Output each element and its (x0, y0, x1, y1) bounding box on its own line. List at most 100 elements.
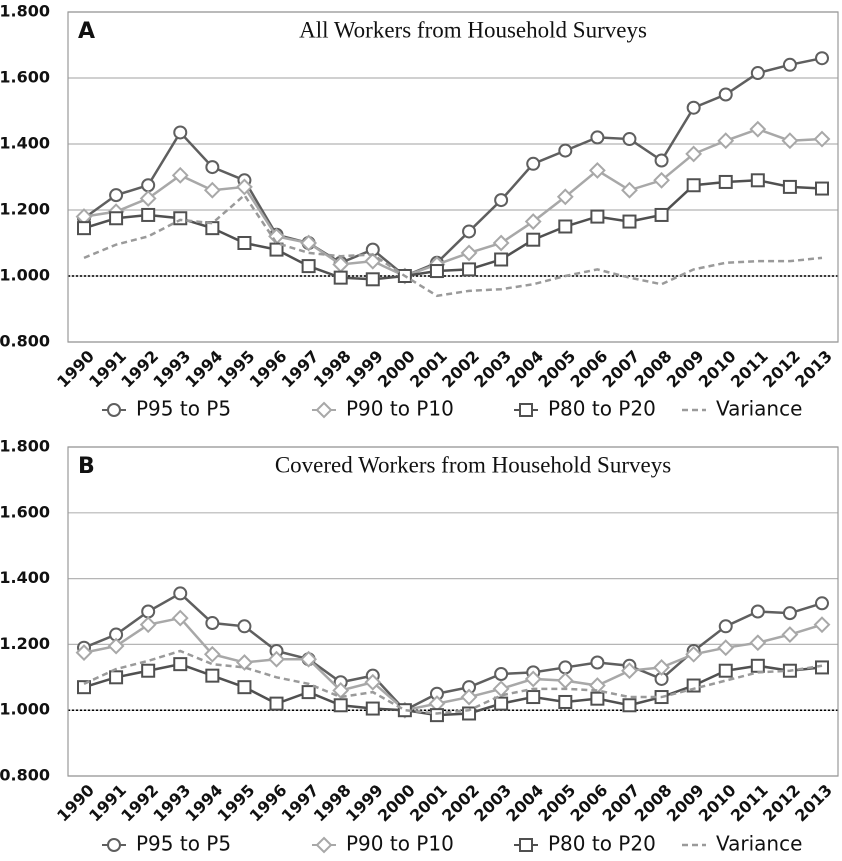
point (139, 616, 157, 634)
point (237, 680, 252, 695)
y-tick-label: 0.800 (0, 332, 50, 351)
point (813, 616, 831, 634)
point (686, 178, 701, 193)
panel-label: B (78, 454, 95, 479)
point (492, 680, 510, 698)
point (750, 604, 765, 619)
point (588, 161, 606, 179)
point (494, 252, 509, 267)
chart-title: All Workers from Household Surveys (299, 17, 647, 42)
series-line (83, 193, 823, 298)
y-tick-label: 1.200 (0, 200, 50, 219)
y-tick-label: 1.400 (0, 134, 50, 153)
point (75, 644, 93, 662)
point (429, 708, 444, 723)
point (269, 242, 284, 257)
point (173, 211, 188, 226)
point (749, 634, 767, 652)
point (203, 181, 221, 199)
point (77, 221, 91, 236)
point (460, 688, 478, 706)
point (429, 264, 444, 279)
point (653, 171, 670, 189)
y-tick-label: 0.800 (0, 766, 50, 785)
point (236, 178, 253, 196)
point (173, 125, 188, 140)
point (622, 214, 637, 229)
point (590, 691, 605, 706)
point (141, 604, 156, 619)
series-line (83, 127, 823, 278)
point (815, 596, 829, 611)
point (750, 658, 765, 673)
legend-label: P95 to P5 (136, 832, 231, 856)
point (205, 221, 220, 236)
point (237, 236, 252, 250)
point (462, 224, 477, 239)
legend-label: P95 to P5 (136, 397, 231, 421)
point (813, 130, 831, 148)
y-tick-label: 1.400 (0, 568, 50, 587)
legend-marker (519, 403, 533, 417)
point (364, 252, 382, 270)
point (556, 188, 574, 206)
point (77, 680, 91, 695)
point (526, 690, 541, 705)
legend-marker (519, 838, 533, 852)
point (654, 207, 669, 222)
y-tick-label: 1.600 (0, 502, 50, 521)
point (332, 682, 350, 699)
point (590, 209, 605, 224)
panel-label: A (78, 19, 95, 44)
point (781, 626, 799, 643)
legend-label: P80 to P20 (548, 397, 656, 421)
point (460, 244, 478, 262)
point (173, 586, 188, 601)
point (815, 51, 829, 66)
point (205, 616, 220, 631)
point (141, 178, 156, 193)
point (590, 130, 605, 145)
point (556, 672, 574, 690)
point (365, 272, 380, 287)
point (494, 193, 509, 208)
y-tick-label: 1.000 (0, 266, 50, 285)
legend-marker (315, 836, 333, 854)
legend-marker (107, 838, 121, 852)
point (171, 166, 189, 184)
point (621, 662, 638, 680)
point (718, 663, 733, 678)
point (365, 701, 380, 716)
series-line (83, 616, 823, 712)
point (492, 234, 510, 252)
series-line (83, 179, 823, 281)
point (621, 181, 638, 199)
point (718, 619, 733, 634)
point (269, 696, 284, 711)
y-tick-label: 1.000 (0, 700, 50, 719)
point (237, 619, 252, 634)
point (301, 259, 316, 274)
plot-frame (67, 446, 839, 777)
point (109, 670, 124, 685)
point (622, 132, 637, 147)
point (205, 160, 220, 175)
y-tick-label: 1.800 (0, 2, 50, 21)
point (750, 173, 765, 188)
legend-label: P90 to P10 (346, 832, 454, 856)
point (622, 698, 637, 713)
point (558, 143, 573, 158)
point (718, 87, 733, 102)
point (685, 145, 703, 163)
point (300, 234, 318, 252)
point (524, 213, 542, 230)
legend-label: Variance (716, 397, 802, 421)
point (524, 670, 542, 688)
point (749, 120, 767, 138)
legend-marker (107, 403, 121, 417)
point (364, 673, 382, 691)
point (462, 262, 477, 277)
point (782, 179, 797, 194)
point (109, 188, 124, 203)
point (203, 645, 221, 663)
